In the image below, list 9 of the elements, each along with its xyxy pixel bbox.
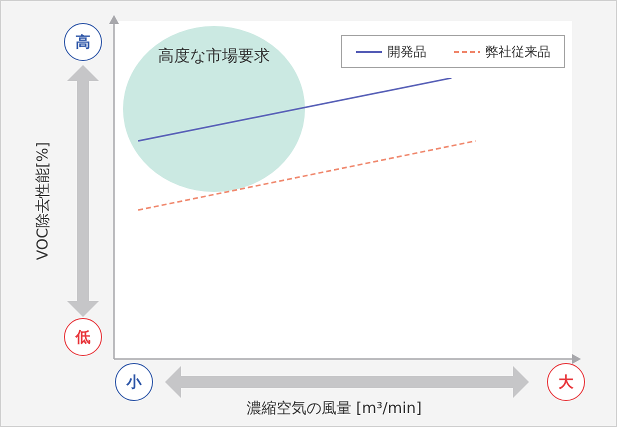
y-axis-title: VOC除去性能[%] (34, 142, 52, 260)
text: 高 (64, 23, 102, 61)
x-axis-title: 濃縮空気の風量 [m³/min] (245, 399, 423, 418)
text: 高度な市場要求 (157, 45, 271, 67)
text: 低 (64, 318, 102, 356)
text: 大 (547, 363, 585, 401)
legend-label: 弊社従来品 (486, 44, 550, 60)
text: 小 (115, 363, 153, 401)
legend-label: 開発品 (388, 44, 426, 60)
